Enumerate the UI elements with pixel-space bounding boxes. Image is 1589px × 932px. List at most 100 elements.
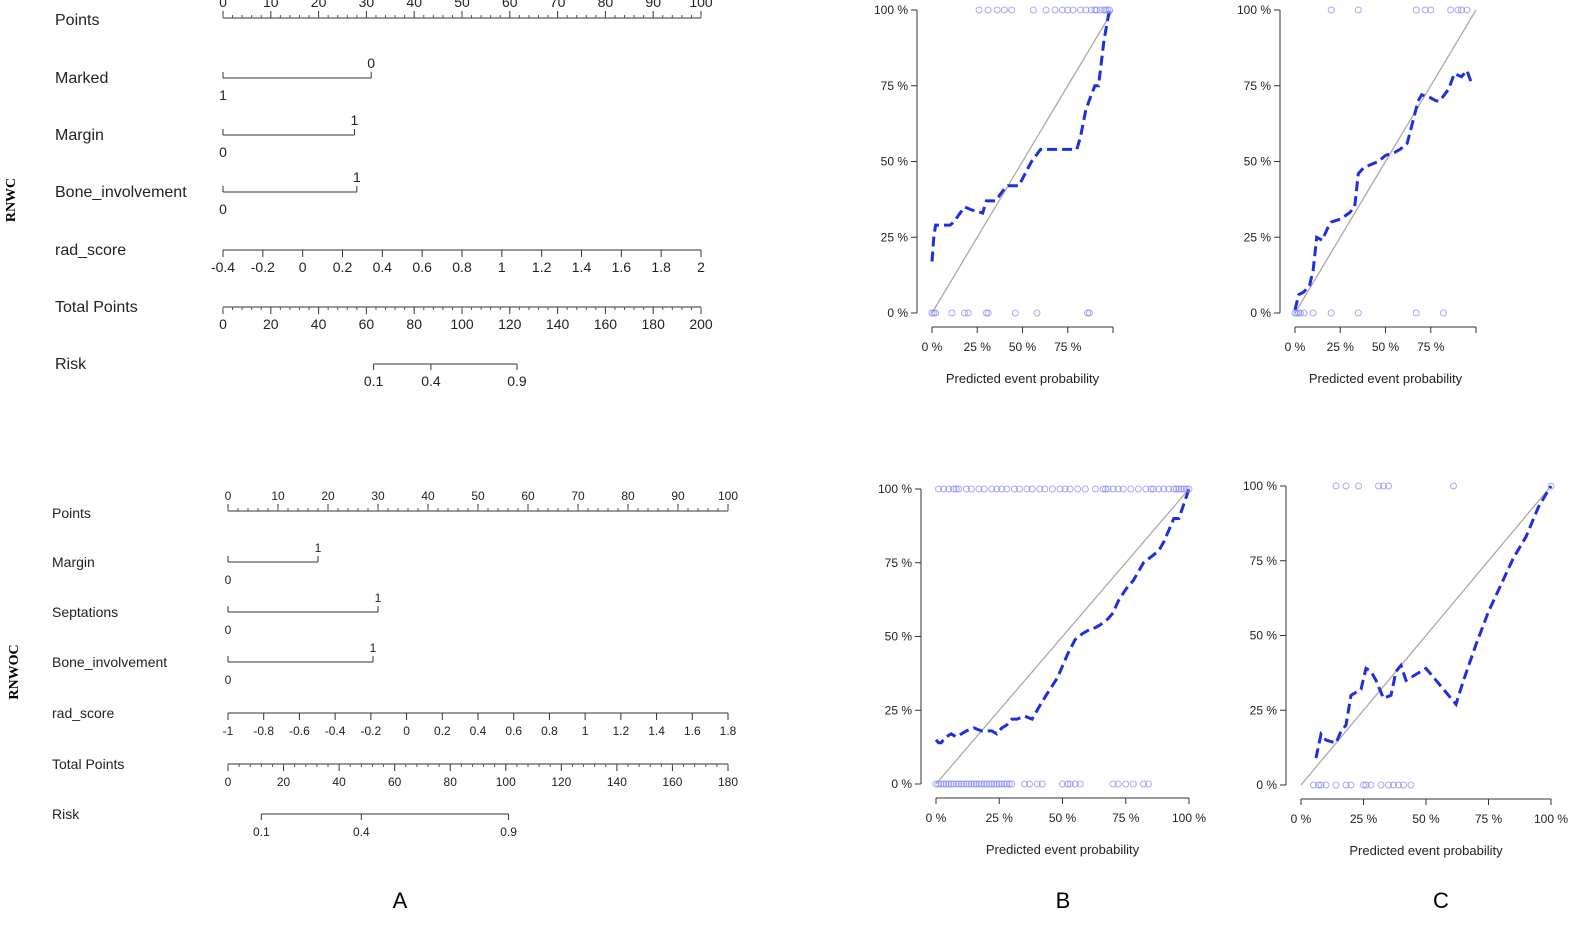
nomo-tick-label-rad-score: 0.4 bbox=[470, 724, 487, 738]
cal-nonevent-point bbox=[1071, 780, 1079, 788]
cal-x-tick-label: 0 % bbox=[1291, 812, 1312, 826]
cal-event-point bbox=[1354, 6, 1362, 14]
nomo-level-label-margin: 1 bbox=[315, 541, 322, 555]
cal-nonevent-point bbox=[1005, 780, 1013, 788]
nomo-tick-label-points: 80 bbox=[598, 0, 614, 10]
cal-event-point bbox=[1061, 485, 1069, 493]
nomo-tick-label-rad-score: 1.8 bbox=[720, 724, 737, 738]
cal-x-tick-label: 0 % bbox=[926, 811, 947, 825]
panel-label-b: B bbox=[1056, 888, 1071, 913]
cal-y-tick-label: 0 % bbox=[887, 306, 908, 320]
cal-x-tick-label: 25 % bbox=[986, 811, 1014, 825]
cal-nonevent-point bbox=[948, 309, 956, 317]
cal-nonevent-point bbox=[988, 780, 996, 788]
cal-event-point bbox=[1160, 485, 1168, 493]
cal-ideal-line bbox=[935, 488, 1190, 785]
cal-nonevent-point bbox=[957, 780, 965, 788]
nomo-tick-label-rad-score: 0 bbox=[403, 724, 410, 738]
nomo-tick-label-rad-score: 0.2 bbox=[333, 259, 353, 275]
cal-y-tick-label: 50 % bbox=[885, 630, 913, 644]
cal-event-point bbox=[1003, 485, 1011, 493]
cal-event-point bbox=[967, 485, 975, 493]
cal-event-point bbox=[950, 485, 958, 493]
nomo-tick-label-rad-score: 0.8 bbox=[452, 259, 472, 275]
cal-nonevent-point bbox=[1310, 781, 1317, 789]
nomo-tick-label-total-points: 160 bbox=[594, 316, 618, 332]
cal-nonevent-point bbox=[972, 780, 980, 788]
panel-label-c: C bbox=[1433, 888, 1449, 913]
cal-event-point bbox=[1547, 482, 1555, 490]
cal-event-point bbox=[1023, 485, 1031, 493]
cal-nonevent-point bbox=[962, 780, 970, 788]
cal-event-point bbox=[1185, 485, 1193, 493]
cal-x-axis-title: Predicted event probability bbox=[1349, 843, 1503, 858]
cal-event-point bbox=[1082, 6, 1090, 14]
cal-nonevent-point bbox=[928, 309, 936, 317]
cal-nonevent-point bbox=[967, 780, 975, 788]
cal-event-point bbox=[1102, 6, 1110, 14]
cal-event-point bbox=[980, 485, 988, 493]
cal-nonevent-point bbox=[1317, 781, 1325, 789]
cal-x-tick-label: 25 % bbox=[1327, 340, 1355, 354]
cal-event-point bbox=[1029, 6, 1037, 14]
cal-event-point bbox=[955, 485, 963, 493]
nomo-tick-label-risk: 0.1 bbox=[253, 825, 270, 839]
cal-event-point bbox=[1119, 485, 1127, 493]
calibration-plot-c-rnwc: 0 % 25 % 50 % 75 % 100 % 0 % 25 % 50 % 75 % Predi… bbox=[1237, 3, 1477, 386]
cal-event-point bbox=[1000, 6, 1008, 14]
nomo-tick-label-rad-score: 0.4 bbox=[373, 259, 393, 275]
nomo-label-bone-involvement: Bone_involvement bbox=[52, 654, 167, 670]
cal-event-point bbox=[1074, 485, 1082, 493]
cal-nonevent-point bbox=[1439, 309, 1447, 317]
cal-nonevent-point bbox=[1309, 309, 1317, 317]
cal-nonevent-point bbox=[1064, 780, 1072, 788]
nomo-tick-label-risk: 0.9 bbox=[507, 373, 527, 389]
cal-nonevent-point bbox=[942, 780, 950, 788]
cal-event-point bbox=[1081, 485, 1089, 493]
nomo-label-margin: Margin bbox=[52, 554, 95, 570]
nomo-label-marked: Marked bbox=[55, 70, 108, 87]
nomo-tick-label-rad-score: 1 bbox=[582, 724, 589, 738]
cal-event-point bbox=[1327, 6, 1335, 14]
nomo-tick-label-total-points: 60 bbox=[388, 775, 402, 789]
cal-nonevent-point bbox=[985, 780, 993, 788]
nomo-tick-label-total-points: 200 bbox=[689, 316, 713, 332]
cal-event-point bbox=[1066, 485, 1074, 493]
nomo-label-rad-score: rad_score bbox=[55, 242, 126, 259]
cal-event-point bbox=[998, 485, 1006, 493]
cal-event-point bbox=[993, 6, 1001, 14]
nomo-level-label-bone-involvement: 0 bbox=[225, 673, 232, 687]
cal-event-point bbox=[1028, 485, 1036, 493]
cal-y-tick-label: 0 % bbox=[891, 777, 912, 791]
cal-event-point bbox=[1165, 485, 1173, 493]
cal-nonevent-point bbox=[1296, 309, 1304, 317]
cal-nonevent-point bbox=[1139, 780, 1147, 788]
nomo-tick-label-rad-score: -0.4 bbox=[211, 259, 235, 275]
cal-nonevent-point bbox=[1390, 781, 1397, 789]
cal-event-point bbox=[1421, 6, 1429, 14]
cal-event-point bbox=[1180, 485, 1188, 493]
cal-x-tick-label: 75 % bbox=[1417, 340, 1445, 354]
nomo-tick-label-points: 10 bbox=[271, 489, 285, 503]
cal-x-tick-label: 50 % bbox=[1009, 340, 1037, 354]
nomo-tick-label-risk: 0.1 bbox=[364, 373, 384, 389]
cal-calibration-curve bbox=[934, 488, 1191, 745]
cal-event-point bbox=[1332, 482, 1340, 490]
nomo-label-points: Points bbox=[55, 12, 99, 29]
cal-x-tick-label: 25 % bbox=[964, 340, 992, 354]
cal-nonevent-point bbox=[952, 780, 960, 788]
nomo-tick-label-points: 80 bbox=[621, 489, 635, 503]
cal-event-point bbox=[1100, 6, 1108, 14]
cal-event-point bbox=[984, 6, 992, 14]
nomo-tick-label-total-points: 60 bbox=[359, 316, 375, 332]
cal-event-point bbox=[1155, 485, 1163, 493]
nomo-tick-label-total-points: 20 bbox=[263, 316, 279, 332]
nomo-tick-label-rad-score: -0.8 bbox=[253, 724, 274, 738]
nomo-level-label-bone-involvement: 0 bbox=[219, 201, 227, 217]
cal-nonevent-point bbox=[1367, 781, 1375, 789]
cal-event-point bbox=[975, 485, 983, 493]
cal-x-tick-label: 25 % bbox=[1350, 812, 1378, 826]
cal-nonevent-point bbox=[1412, 309, 1420, 317]
nomo-label-total-points: Total Points bbox=[55, 299, 138, 316]
cal-nonevent-point bbox=[993, 780, 1001, 788]
